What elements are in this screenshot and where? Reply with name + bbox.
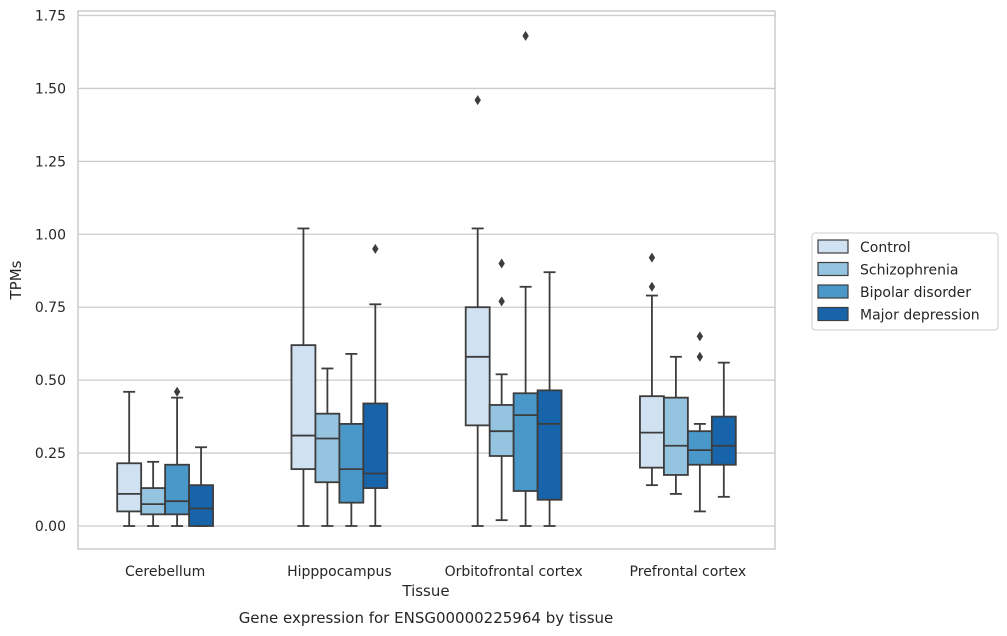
x-axis-ticks: Cerebellum Hipppocampus Orbitofrontal cort…	[125, 564, 746, 580]
outlier-point	[474, 95, 481, 106]
iqr-box	[290, 344, 317, 471]
iqr-box	[338, 422, 365, 504]
x-tick-label: Cerebellum	[125, 564, 205, 580]
legend-label: Major depression	[860, 308, 980, 324]
iqr-box	[464, 306, 491, 427]
chart-caption: Gene expression for ENSG00000225964 by t…	[239, 609, 614, 627]
box-schizophrenia	[314, 367, 341, 527]
iqr-box	[362, 402, 389, 489]
outlier-point	[372, 243, 379, 254]
box-bipolar-disorder	[164, 386, 190, 527]
y-tick-label: 1.50	[35, 81, 66, 97]
gridlines	[78, 14, 775, 527]
x-tick-label: Orbitofrontal cortex	[445, 564, 583, 580]
iqr-box	[710, 415, 737, 466]
box-bipolar-disorder	[338, 352, 365, 527]
y-tick-label: 0.50	[35, 373, 66, 389]
iqr-box	[164, 463, 190, 516]
legend-swatch	[817, 284, 849, 299]
box-control	[464, 95, 491, 527]
box-schizophrenia	[140, 460, 167, 527]
box-control	[290, 227, 317, 527]
box-plot-series	[116, 30, 737, 527]
y-axis-title: TPMs	[7, 260, 25, 300]
y-tick-label: 1.25	[35, 154, 66, 170]
y-tick-label: 1.75	[35, 9, 66, 25]
outlier-point	[522, 30, 529, 41]
legend-swatch	[817, 239, 849, 254]
outlier-point	[173, 386, 181, 397]
x-tick-label: Hipppocampus	[287, 564, 392, 580]
legend-frame	[811, 232, 999, 331]
box-control	[639, 252, 665, 487]
outlier-point	[648, 252, 656, 263]
box-schizophrenia	[663, 355, 689, 495]
outlier-point	[696, 351, 704, 362]
y-tick-label: 0.75	[35, 300, 66, 316]
y-tick-label: 0.00	[35, 519, 66, 535]
outlier-point	[498, 258, 505, 269]
y-axis-ticks: 0.00 0.25 0.50 0.75 1.00 1.25 1.50 1.75	[35, 9, 66, 536]
legend-label: Schizophrenia	[860, 263, 958, 279]
y-tick-label: 0.25	[35, 446, 66, 462]
outlier-point	[696, 331, 704, 342]
iqr-box	[686, 430, 713, 466]
legend: Control Schizophrenia Bipolar disorder Majo…	[811, 232, 999, 331]
iqr-box	[314, 412, 341, 484]
legend-swatch	[817, 306, 849, 322]
box-bipolar-disorder	[512, 30, 539, 527]
outlier-point	[648, 281, 656, 292]
legend-swatch	[817, 261, 849, 277]
box-major-depression	[362, 243, 389, 527]
box-major-depression	[188, 446, 214, 527]
box-bipolar-disorder	[686, 331, 713, 513]
iqr-box	[140, 487, 167, 516]
plot-frame	[77, 10, 776, 550]
box-major-depression	[710, 361, 737, 498]
outlier-point	[498, 296, 505, 307]
legend-label: Bipolar disorder	[860, 285, 971, 301]
box-control	[116, 390, 143, 527]
iqr-box	[663, 396, 689, 476]
box-schizophrenia	[488, 258, 515, 522]
legend-label: Control	[860, 240, 911, 256]
y-tick-label: 1.00	[35, 227, 66, 243]
box-major-depression	[536, 271, 563, 527]
x-tick-label: Prefrontal cortex	[630, 564, 747, 580]
iqr-box	[536, 389, 563, 501]
iqr-box	[512, 392, 539, 492]
x-axis-title: Tissue	[401, 582, 449, 600]
iqr-box	[188, 484, 214, 527]
iqr-box	[116, 462, 143, 513]
